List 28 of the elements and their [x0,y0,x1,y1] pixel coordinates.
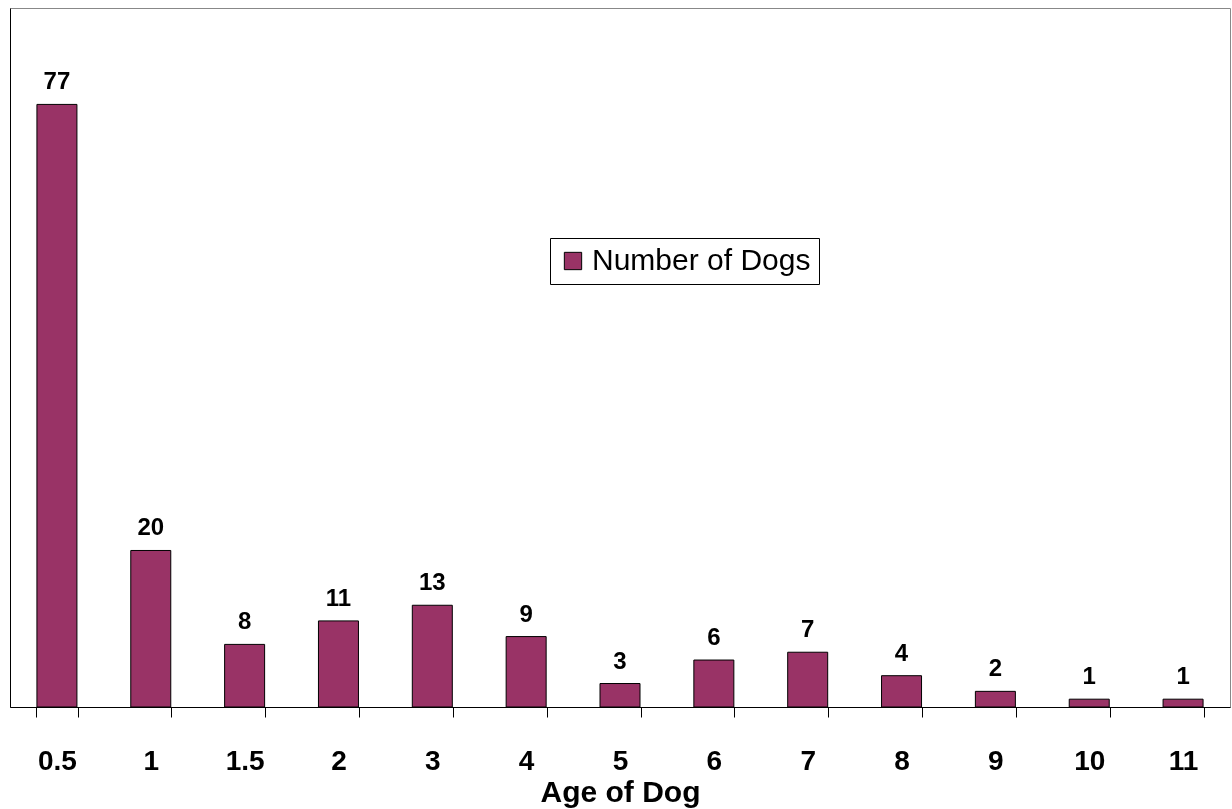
x-tick-label: 8 [894,744,910,776]
data-label: 20 [137,513,165,541]
x-tick-label: 1.5 [225,744,265,776]
data-label: 6 [707,623,721,651]
x-tick-label: 4 [518,744,535,776]
x-tick-label: 11 [1168,744,1199,776]
x-tick-label: 0.5 [37,744,77,776]
x-tick-label: 3 [425,744,441,776]
data-label: 77 [43,67,71,95]
x-axis-title: Age of Dog [540,774,701,808]
data-label: 1 [1176,662,1190,690]
x-tick-label: 10 [1074,744,1106,776]
x-tick-label: 6 [706,744,723,776]
x-tick-label: 9 [988,744,1004,776]
data-label: 9 [519,599,533,627]
x-tick-label: 1 [143,744,160,776]
data-label: 1 [1082,662,1096,690]
data-label: 7 [801,615,815,643]
data-label: 2 [988,654,1003,682]
legend-label: Number of Dogs [592,243,811,276]
x-tick-label: 2 [331,744,347,776]
data-label: 4 [894,638,909,666]
data-label: 8 [237,607,252,635]
data-label: 13 [418,568,446,596]
data-label: 11 [325,583,352,611]
x-tick-label: 7 [800,744,816,776]
x-tick-label: 5 [612,744,629,776]
data-label: 3 [613,646,627,674]
